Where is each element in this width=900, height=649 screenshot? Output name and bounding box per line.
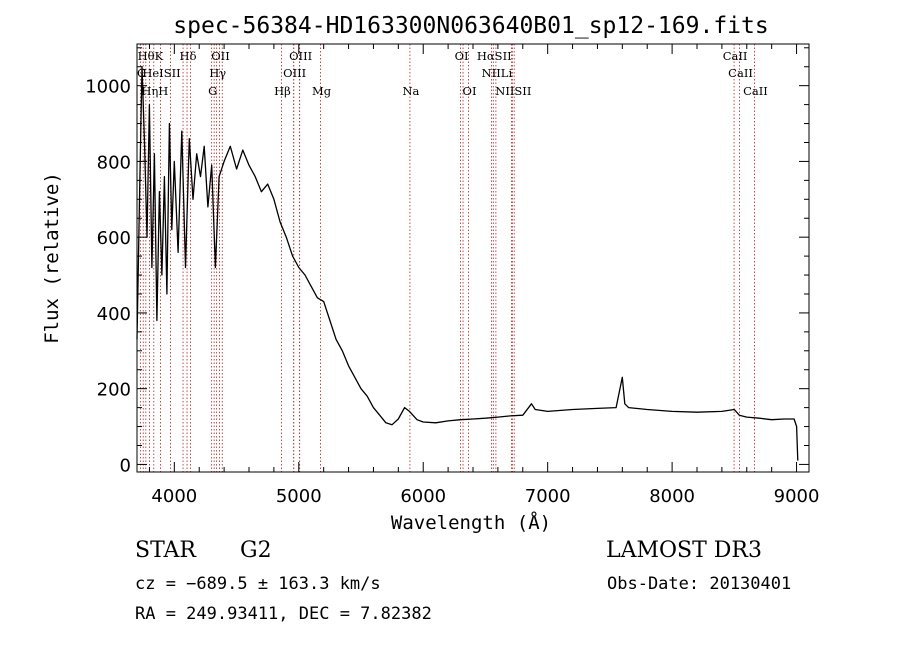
line-label: NIILi	[482, 66, 513, 80]
y-tick-label: 0	[120, 455, 131, 476]
line-label: Hβ	[274, 84, 291, 98]
line-label: Hγ	[209, 66, 226, 80]
x-tick-label: 7000	[525, 486, 571, 507]
x-tick-label: 4000	[151, 486, 197, 507]
line-label: HαSII	[477, 49, 512, 63]
line-label: OI	[463, 84, 477, 98]
line-label: OIII	[289, 49, 312, 63]
line-label: CaII	[723, 49, 748, 63]
line-label: OI	[455, 49, 469, 63]
x-tick-label: 8000	[649, 486, 695, 507]
y-tick-label: 600	[97, 228, 131, 249]
plot-frame	[136, 43, 810, 473]
line-label: Mg	[312, 84, 332, 98]
line-label: NIISII	[495, 84, 531, 98]
object-type: STAR	[135, 538, 196, 563]
line-label: Na	[402, 84, 419, 98]
line-label: HθK	[138, 49, 164, 63]
line-label: CaII	[743, 84, 768, 98]
survey-name: LAMOST DR3	[606, 538, 762, 563]
line-label: OII	[211, 49, 230, 63]
coordinates: RA = 249.93411, DEC = 7.82382	[135, 604, 432, 624]
y-tick-label: 800	[97, 152, 131, 173]
x-axis-label: Wavelength (Å)	[391, 511, 551, 534]
line-label: HηH	[141, 84, 168, 98]
chart-title: spec-56384-HD163300N063640B01_sp12-169.f…	[173, 13, 768, 39]
x-tick-label: 6000	[400, 486, 446, 507]
object-subclass: G2	[240, 538, 272, 563]
spectrum-line	[136, 66, 799, 461]
line-label: CaII	[728, 66, 753, 80]
emission-line-markers	[139, 44, 755, 472]
redshift-cz: cz = −689.5 ± 163.3 km/s	[135, 574, 381, 594]
y-axis-label: Flux (relative)	[41, 172, 63, 344]
x-axis-ticks: 4000 5000 6000 7000 8000 9000	[148, 44, 820, 507]
line-label: G	[208, 84, 217, 98]
y-tick-label: 1000	[85, 77, 131, 98]
x-tick-label: 5000	[276, 486, 322, 507]
y-tick-label: 200	[97, 380, 131, 401]
line-label: Hδ	[180, 49, 197, 63]
line-label: HeISII	[142, 66, 180, 80]
y-axis-ticks: 0 200 400 600 800 1000	[85, 47, 809, 476]
spectrum-series	[136, 66, 799, 461]
x-tick-label: 9000	[774, 486, 820, 507]
line-label: OIII	[283, 66, 306, 80]
y-tick-label: 400	[97, 304, 131, 325]
observation-date: Obs-Date: 20130401	[607, 574, 792, 594]
